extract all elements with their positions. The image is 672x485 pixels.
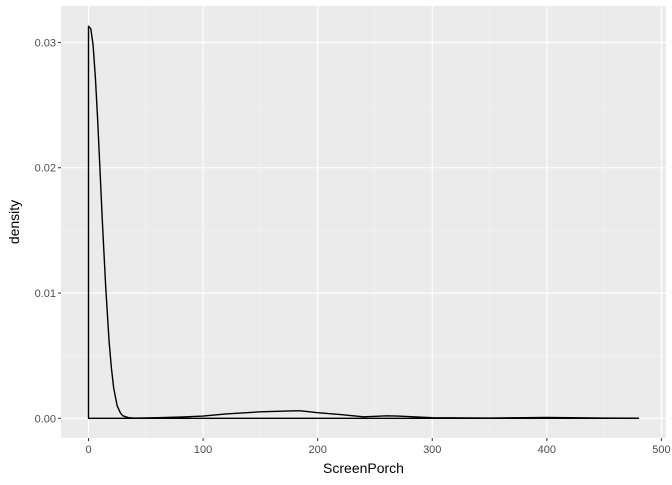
- density-curve: [87, 25, 640, 420]
- minor-gridlines: [61, 6, 666, 438]
- x-tick-label: 500: [652, 444, 670, 456]
- y-tick-label: 0.03: [35, 37, 56, 49]
- plot-panel: [61, 6, 666, 438]
- x-tick-label: 100: [194, 444, 212, 456]
- x-tick-label: 300: [423, 444, 441, 456]
- x-axis-title: ScreenPorch: [323, 460, 404, 476]
- tick-labels: 0 100 200 300 400 500 0.00 0.01 0.02 0.03: [35, 37, 671, 456]
- x-tick-label: 0: [85, 444, 91, 456]
- y-tick-label: 0.00: [35, 413, 56, 425]
- x-tick-label: 400: [538, 444, 556, 456]
- series-layer: [87, 25, 640, 420]
- y-axis-title: density: [6, 200, 22, 244]
- y-tick-label: 0.02: [35, 163, 56, 175]
- x-tick-label: 200: [308, 444, 326, 456]
- axis-ticks: [58, 41, 662, 441]
- y-tick-label: 0.01: [35, 288, 56, 300]
